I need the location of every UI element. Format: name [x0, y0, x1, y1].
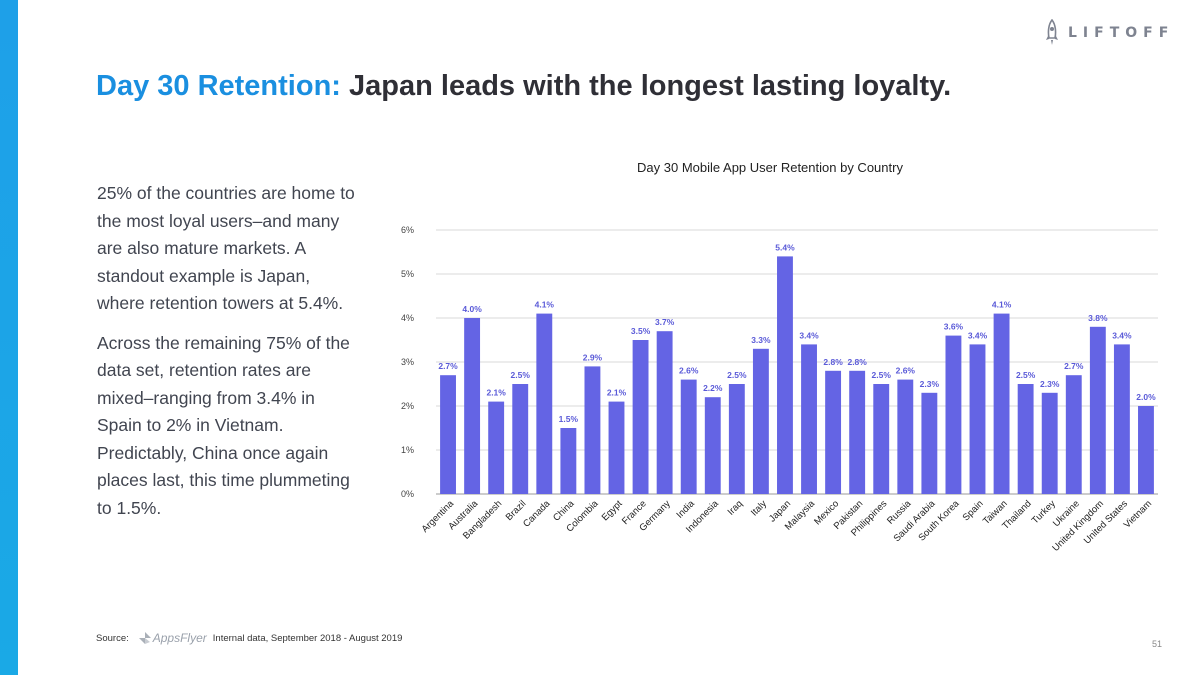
- bar-data-label: 2.8%: [847, 357, 867, 367]
- bar: [704, 397, 721, 494]
- bar-data-label: 2.7%: [438, 361, 458, 371]
- bar: [488, 401, 505, 494]
- bar: [1138, 406, 1154, 494]
- bar: [512, 384, 529, 494]
- appsflyer-icon: [138, 632, 151, 644]
- bar-data-label: 4.0%: [462, 304, 482, 314]
- bar-data-label: 2.1%: [486, 388, 506, 398]
- bar: [825, 370, 842, 494]
- bar-data-label: 3.4%: [1112, 330, 1132, 340]
- bar-data-label: 3.8%: [1088, 313, 1108, 323]
- bar-data-label: 3.7%: [655, 317, 675, 327]
- bar: [656, 331, 673, 494]
- y-tick-label: 4%: [401, 313, 414, 323]
- bar-data-label: 2.0%: [1136, 392, 1156, 402]
- bar-data-label: 3.4%: [799, 330, 819, 340]
- rocket-icon: [1046, 19, 1058, 45]
- appsflyer-logo-text: AppsFlyer: [152, 631, 207, 645]
- body-paragraph-2: Across the remaining 75% of the data set…: [97, 332, 350, 518]
- bar-data-label: 3.3%: [751, 335, 771, 345]
- bar: [1017, 384, 1034, 494]
- bar: [993, 313, 1010, 494]
- bar-data-label: 2.2%: [703, 383, 723, 393]
- bar: [560, 428, 577, 494]
- y-tick-label: 5%: [401, 269, 414, 279]
- bar-data-label: 4.1%: [535, 300, 555, 310]
- bar-data-label: 2.9%: [583, 352, 603, 362]
- bar: [777, 256, 793, 494]
- bar-data-label: 3.5%: [631, 326, 651, 336]
- source-label: Source:: [96, 632, 129, 644]
- y-tick-label: 6%: [401, 225, 414, 235]
- bar-data-label: 2.5%: [727, 370, 747, 380]
- bar: [680, 379, 697, 494]
- bar-data-label: 2.3%: [920, 379, 940, 389]
- bar: [440, 375, 456, 494]
- retention-bar-chart: 0%1%2%3%4%5%6%2.7%Argentina4.0%Australia…: [401, 225, 1158, 554]
- page-title: Day 30 Retention: Japan leads with the l…: [96, 70, 951, 103]
- bar-data-label: 2.6%: [679, 366, 699, 376]
- bar-data-label: 2.5%: [872, 370, 892, 380]
- bar-data-label: 2.6%: [896, 366, 916, 376]
- bar: [464, 318, 481, 494]
- bar: [1113, 344, 1130, 494]
- bar: [728, 384, 745, 494]
- body-paragraph-1: 25% of the countries are home to the mos…: [97, 183, 355, 313]
- y-tick-label: 1%: [401, 445, 414, 455]
- page-number: 51: [1152, 639, 1163, 649]
- y-tick-label: 3%: [401, 357, 414, 367]
- x-tick-label: Iraq: [726, 498, 745, 517]
- x-tick-label: Italy: [749, 498, 769, 518]
- bar: [969, 344, 986, 494]
- liftoff-logo: LIFTOFF: [1044, 18, 1174, 48]
- bar: [632, 340, 649, 494]
- bar: [873, 384, 890, 494]
- bar-data-label: 4.1%: [992, 300, 1012, 310]
- bar: [897, 379, 914, 494]
- title-rest: Japan leads with the longest lasting loy…: [349, 70, 952, 102]
- chart-title: Day 30 Mobile App User Retention by Coun…: [637, 160, 903, 175]
- bar-data-label: 2.5%: [1016, 370, 1036, 380]
- bar-data-label: 1.5%: [559, 414, 579, 424]
- bar: [945, 335, 962, 494]
- bar-data-label: 2.5%: [511, 370, 531, 380]
- bar-data-label: 3.4%: [968, 330, 988, 340]
- bar-data-label: 2.7%: [1064, 361, 1084, 371]
- bar: [536, 313, 553, 494]
- bar: [608, 401, 625, 494]
- title-accent: Day 30 Retention:: [96, 70, 341, 102]
- bar: [1065, 375, 1082, 494]
- body-text: 25% of the countries are home to the mos…: [97, 180, 355, 534]
- source-text: Internal data, September 2018 - August 2…: [212, 632, 403, 644]
- bar-data-label: 2.3%: [1040, 379, 1060, 389]
- appsflyer-logo: AppsFlyer: [137, 630, 207, 646]
- bar: [921, 392, 938, 494]
- bar: [1041, 392, 1058, 494]
- bar: [801, 344, 817, 494]
- side-accent-bar: [0, 0, 18, 675]
- bar: [752, 348, 769, 494]
- bar-data-label: 2.1%: [607, 388, 627, 398]
- bar-data-label: 5.4%: [775, 242, 795, 252]
- bar: [584, 366, 601, 494]
- bar-data-label: 3.6%: [944, 322, 964, 332]
- y-tick-label: 0%: [401, 489, 414, 499]
- logo-text: LIFTOFF: [1068, 25, 1175, 41]
- bar: [849, 370, 866, 494]
- x-tick-label: Canada: [521, 498, 553, 530]
- bar: [1089, 326, 1106, 494]
- bar-data-label: 2.8%: [823, 357, 843, 367]
- source-line: Source: AppsFlyer Internal data, Septemb…: [96, 630, 402, 646]
- y-tick-label: 2%: [401, 401, 414, 411]
